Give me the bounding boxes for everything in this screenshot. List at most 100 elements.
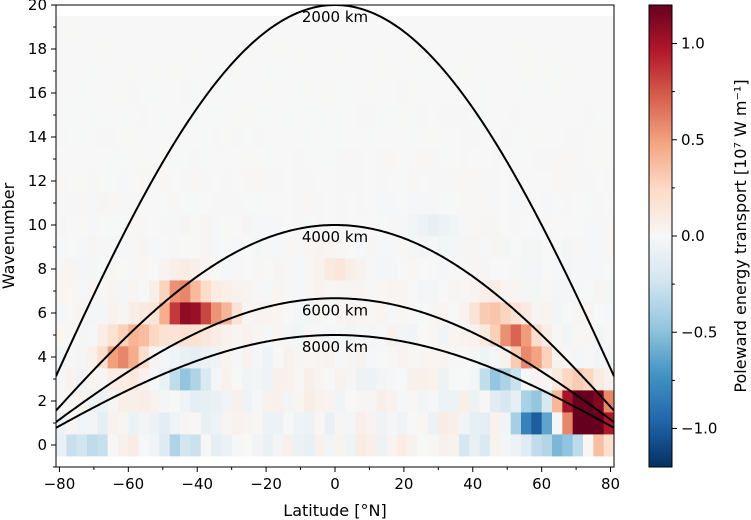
heatmap-cell [200,170,212,193]
heatmap-cell [572,390,584,413]
heatmap-cell [376,38,388,61]
heatmap-cell [200,412,212,435]
heatmap-cell [345,16,357,39]
heatmap-cell [97,434,109,457]
heatmap-cell [531,302,543,325]
heatmap-cell [397,38,408,61]
heatmap-cell [66,16,78,39]
heatmap-cell [190,82,202,105]
heatmap-cell [293,368,305,391]
heatmap-cell [438,434,450,457]
heatmap-cell [304,82,315,105]
heatmap-cell [438,302,450,325]
heatmap-cell [428,170,439,193]
heatmap-cell [521,60,532,83]
heatmap-cell [490,302,501,325]
heatmap-cell [66,368,78,391]
heatmap-cell [572,192,584,215]
heatmap-cell [252,390,264,413]
heatmap-cell [149,302,160,325]
heatmap-cell [252,236,264,259]
heatmap-cell [603,214,614,237]
heatmap-cell [521,126,532,149]
heatmap-cell [149,324,160,347]
heatmap-cell [459,412,470,435]
heatmap-cell [345,38,357,61]
heatmap-cell [490,82,501,105]
heatmap-cell [128,412,140,435]
heatmap-cell [386,148,398,171]
heatmap-cell [159,170,171,193]
heatmap-cell [76,126,88,149]
heatmap-cell [469,38,481,61]
heatmap-cell [118,38,129,61]
heatmap-cell [583,346,594,369]
heatmap-cell [459,214,470,237]
heatmap-cell [541,60,553,83]
heatmap-cell [242,82,253,105]
heatmap-cell [138,236,150,259]
heatmap-cell [552,126,563,149]
heatmap-cell [180,38,191,61]
heatmap-cell [417,16,429,39]
heatmap-cell [459,60,470,83]
heatmap-cell [469,412,481,435]
heatmap-cell [262,346,274,369]
heatmap-cell [603,258,614,281]
heatmap-cell [552,302,563,325]
heatmap-cell [221,148,233,171]
heatmap-cell [459,324,470,347]
heatmap-cell [397,346,408,369]
heatmap-cell [500,412,512,435]
heatmap-cell [252,60,264,83]
heatmap-cell [541,390,553,413]
heatmap-cell [417,368,429,391]
heatmap-cell [283,412,295,435]
heatmap-cell [221,390,233,413]
heatmap-cell [510,258,522,281]
heatmap-cell [231,148,243,171]
heatmap-cell [66,148,78,171]
heatmap-cell [366,368,377,391]
heatmap-cell [211,236,222,259]
heatmap-cell [428,148,439,171]
heatmap-cell [211,346,222,369]
heatmap-cell [231,302,243,325]
heatmap-cell [490,412,501,435]
heatmap-cell [366,38,377,61]
heatmap-cell [541,214,553,237]
heatmap-cell [500,170,512,193]
heatmap-cell [304,16,315,39]
heatmap-cell [386,38,398,61]
heatmap-cell [366,280,377,303]
heatmap-cell [438,368,450,391]
x-tick-label: 40 [463,475,482,493]
heatmap-cell [231,258,243,281]
heatmap-cell [438,324,450,347]
heatmap-cell [200,82,212,105]
heatmap-cell [118,236,129,259]
heatmap-cell [355,390,367,413]
heatmap-cell [417,148,429,171]
heatmap-cell [97,236,109,259]
heatmap-cell [459,16,470,39]
heatmap-cell [603,82,614,105]
heatmap-cell [200,148,212,171]
heatmap-cell [448,38,460,61]
heatmap-cell [479,302,491,325]
heatmap-cell [87,82,98,105]
heatmap-cell [583,126,594,149]
heatmap-cell [128,82,140,105]
heatmap-cell [500,38,512,61]
heatmap-cell [417,346,429,369]
heatmap-cell [273,126,284,149]
heatmap-cell [583,60,594,83]
heatmap-cell [531,236,543,259]
heatmap-cell [552,192,563,215]
heatmap-cell [562,192,574,215]
heatmap-cell [552,434,563,457]
heatmap-cell [335,302,346,325]
wavelength-curve [56,5,614,377]
heatmap-cell [583,434,594,457]
heatmap-cell [149,258,160,281]
